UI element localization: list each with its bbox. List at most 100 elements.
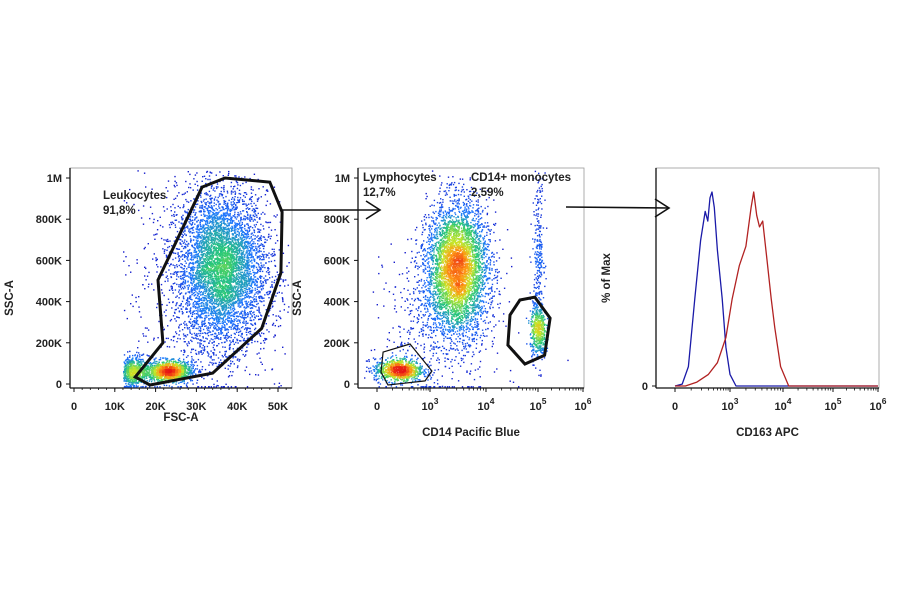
event-dot: [183, 341, 186, 343]
event-dot: [189, 230, 192, 233]
event-dot: [178, 255, 180, 257]
event-dot: [185, 385, 188, 387]
event-dot: [245, 354, 247, 356]
event-dot: [236, 233, 238, 236]
event-dot: [243, 264, 245, 266]
event-dot: [246, 327, 248, 329]
event-dot: [246, 272, 248, 275]
event-dot: [244, 265, 247, 267]
event-dot: [123, 354, 126, 356]
event-dot: [211, 197, 213, 199]
event-dot: [222, 227, 225, 230]
event-dot: [233, 203, 235, 205]
event-dot: [230, 230, 232, 232]
event-dot: [200, 279, 202, 282]
event-dot: [202, 274, 204, 276]
event-dot: [236, 222, 239, 225]
event-dot: [231, 302, 234, 304]
event-dot: [279, 310, 281, 312]
event-dot: [204, 297, 206, 299]
event-dot: [199, 346, 201, 348]
event-dot: [191, 358, 193, 360]
event-dot: [200, 351, 202, 353]
event-dot: [249, 177, 251, 180]
event-dot: [201, 265, 204, 268]
event-dot: [192, 226, 195, 228]
event-dot: [209, 230, 211, 232]
event-dot: [166, 255, 168, 257]
event-dot: [222, 323, 224, 325]
event-dot: [206, 220, 209, 223]
event-dot: [235, 328, 237, 331]
event-dot: [214, 337, 216, 340]
event-dot: [222, 242, 224, 244]
event-dot: [187, 201, 190, 203]
event-dot: [220, 359, 222, 361]
event-dot: [219, 303, 221, 305]
event-dot: [217, 201, 219, 203]
event-dot: [248, 273, 251, 275]
event-dot: [204, 278, 207, 280]
event-dot: [218, 304, 220, 307]
event-dot: [245, 288, 247, 290]
event-dot: [245, 238, 247, 240]
event-dot: [209, 331, 212, 333]
event-dot: [203, 350, 206, 352]
event-dot: [238, 215, 240, 217]
event-dot: [235, 229, 237, 231]
event-dot: [219, 299, 221, 302]
event-dot: [202, 262, 205, 265]
event-dot: [217, 242, 220, 245]
event-dot: [237, 267, 239, 269]
event-dot: [244, 283, 246, 285]
event-dot: [214, 328, 216, 330]
event-dot: [131, 211, 133, 213]
event-dot: [197, 231, 199, 234]
event-dot: [212, 209, 214, 211]
event-dot: [238, 231, 240, 234]
event-dot: [184, 243, 187, 245]
event-dot: [205, 299, 207, 301]
event-dot: [246, 230, 248, 232]
event-dot: [226, 340, 228, 342]
event-dot: [153, 234, 155, 236]
event-dot: [233, 250, 236, 253]
event-dot: [216, 215, 218, 217]
event-dot: [257, 251, 259, 253]
event-dot: [271, 306, 274, 308]
event-dot: [213, 187, 215, 189]
event-dot: [280, 317, 282, 320]
event-dot: [278, 249, 280, 251]
event-dot: [212, 312, 215, 315]
event-dot: [213, 297, 215, 300]
event-dot: [236, 328, 239, 330]
event-dot: [201, 286, 203, 289]
event-dot: [201, 368, 203, 371]
event-dot: [199, 205, 201, 207]
event-dot: [181, 286, 184, 289]
event-dot: [238, 235, 240, 237]
event-dot: [181, 193, 184, 196]
event-dot: [223, 185, 225, 187]
event-dot: [281, 297, 284, 299]
event-dot: [125, 368, 128, 370]
event-dot: [216, 365, 218, 368]
event-dot: [187, 208, 189, 211]
event-dot: [231, 207, 234, 209]
event-dot: [127, 356, 129, 359]
event-dot: [196, 246, 198, 248]
event-dot: [182, 333, 185, 335]
event-dot: [128, 359, 130, 361]
event-dot: [244, 269, 246, 272]
event-dot: [217, 311, 220, 314]
event-dot: [225, 231, 227, 234]
event-dot: [256, 236, 258, 238]
event-dot: [168, 269, 170, 271]
event-dot: [256, 340, 259, 343]
event-dot: [228, 242, 230, 244]
event-dot: [193, 251, 195, 253]
event-dot: [249, 270, 251, 273]
event-dot: [198, 315, 200, 318]
event-dot: [178, 284, 180, 286]
event-dot: [230, 216, 232, 218]
